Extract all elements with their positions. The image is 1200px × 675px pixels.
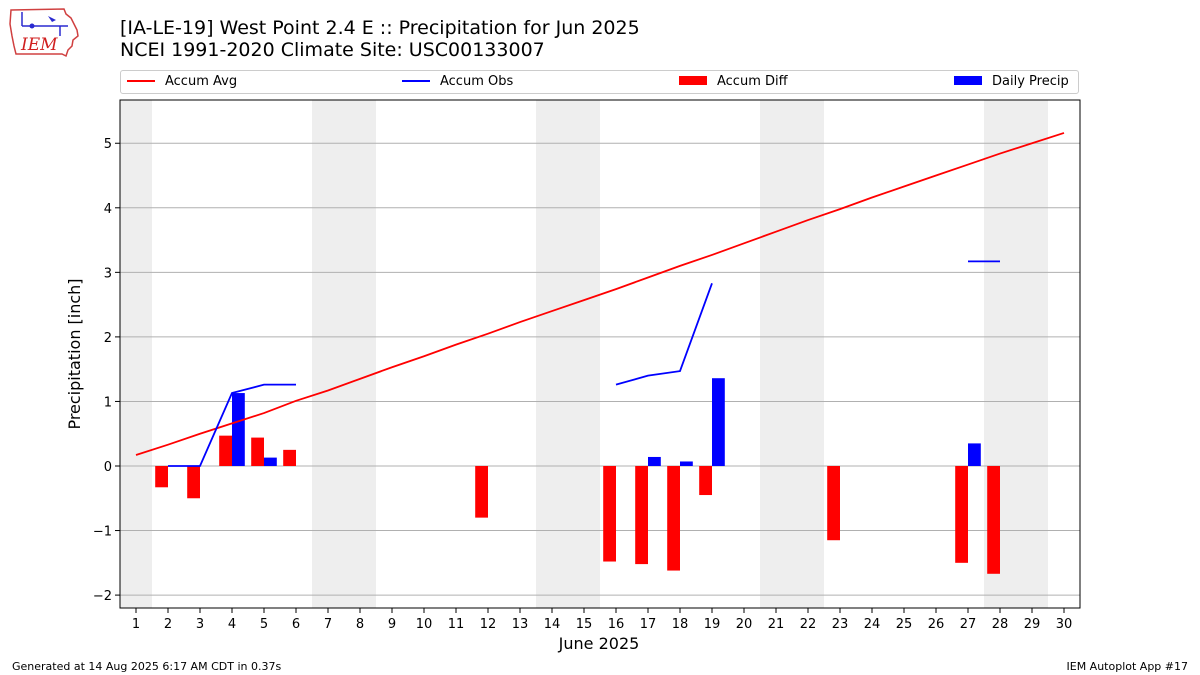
x-tick-label: 26: [928, 617, 945, 632]
legend-swatch-daily-precip: [954, 76, 982, 85]
x-tick-label: 23: [832, 617, 849, 632]
accum-diff-bar: [987, 465, 1000, 574]
chart-title: [IA-LE-19] West Point 2.4 E :: Precipita…: [120, 17, 640, 39]
accum-diff-bar: [155, 465, 168, 488]
x-tick-label: 11: [448, 617, 465, 632]
y-tick-label: 1: [104, 395, 112, 410]
x-tick-label: 10: [416, 617, 433, 632]
accum-diff-bar: [955, 465, 968, 563]
y-tick-label: 5: [104, 137, 112, 152]
y-tick-label: 2: [104, 331, 112, 346]
accum-diff-bar: [635, 465, 648, 565]
accum-avg-line: [135, 132, 1065, 456]
x-tick-label: 24: [864, 617, 881, 632]
logo-text: IEM: [20, 35, 58, 55]
footer-generated-text: Generated at 14 Aug 2025 6:17 AM CDT in …: [12, 660, 282, 673]
daily-precip-bar: [712, 378, 725, 466]
x-tick-label: 14: [544, 617, 561, 632]
accum-diff-bar: [667, 465, 680, 571]
x-tick-label: 15: [576, 617, 593, 632]
y-tick-label: 0: [104, 460, 112, 475]
x-tick-label: 3: [196, 617, 204, 632]
weekend-shade-3: [760, 100, 824, 608]
chart-subtitle: NCEI 1991-2020 Climate Site: USC00133007: [120, 39, 545, 61]
x-tick-label: 28: [992, 617, 1009, 632]
legend: Accum Avg Accum Obs Accum Diff Daily Pre…: [120, 70, 1079, 94]
x-tick-label: 2: [164, 617, 172, 632]
x-tick-label: 21: [768, 617, 785, 632]
x-tick-label: 30: [1056, 617, 1073, 632]
x-tick-label: 7: [324, 617, 332, 632]
legend-label-accum-diff: Accum Diff: [717, 74, 788, 89]
daily-precip-bar: [264, 457, 277, 466]
x-tick-label: 6: [292, 617, 300, 632]
daily-precip-bar: [648, 456, 661, 466]
accum-diff-bar: [603, 465, 616, 562]
y-tick-label: −1: [93, 525, 112, 540]
x-tick-label: 25: [896, 617, 913, 632]
weekend-shade-0: [120, 100, 152, 608]
x-tick-label: 12: [480, 617, 497, 632]
accum-obs-line: [168, 383, 296, 467]
daily-precip-bar: [968, 443, 981, 466]
y-tick-label: 3: [104, 266, 112, 281]
x-axis-label: June 2025: [558, 634, 640, 653]
weekend-shade-1: [312, 100, 376, 608]
y-tick-label: 4: [104, 202, 112, 217]
legend-swatch-accum-obs: [402, 79, 430, 82]
x-tick-label: 9: [388, 617, 396, 632]
accum-diff-bar: [827, 465, 840, 541]
accum-obs-line: [615, 283, 713, 386]
legend-item-daily-precip: Daily Precip: [954, 74, 1069, 92]
legend-label-daily-precip: Daily Precip: [992, 74, 1069, 89]
x-tick-label: 22: [800, 617, 817, 632]
legend-item-accum-obs: Accum Obs: [402, 74, 513, 92]
x-tick-label: 20: [736, 617, 753, 632]
x-tick-label: 18: [672, 617, 689, 632]
weekend-shade-2: [536, 100, 600, 608]
x-tick-label: 29: [1024, 617, 1041, 632]
y-tick-label: −2: [93, 589, 112, 604]
legend-item-accum-avg: Accum Avg: [127, 74, 237, 92]
x-tick-label: 5: [260, 617, 268, 632]
accum-diff-bar: [283, 449, 296, 466]
accum-diff-bar: [219, 435, 232, 466]
legend-label-accum-avg: Accum Avg: [165, 74, 238, 89]
accum-diff-bar: [187, 465, 200, 499]
plot-frame: [119, 99, 1081, 609]
y-axis-label: Precipitation [inch]: [65, 278, 84, 429]
iem-logo: IEM: [9, 8, 79, 58]
legend-swatch-accum-avg: [127, 79, 155, 82]
footer-app-label: IEM Autoplot App #17: [1066, 660, 1189, 673]
daily-precip-bar: [232, 393, 245, 466]
x-tick-label: 16: [608, 617, 625, 632]
legend-label-accum-obs: Accum Obs: [440, 74, 514, 89]
accum-diff-bar: [699, 465, 712, 496]
legend-item-accum-diff: Accum Diff: [679, 74, 788, 92]
x-tick-label: 8: [356, 617, 364, 632]
accum-diff-bar: [251, 437, 264, 466]
iowa-outline: [9, 8, 79, 58]
accum-diff-bar: [475, 465, 488, 518]
x-tick-label: 4: [228, 617, 236, 632]
daily-precip-bar: [680, 461, 693, 466]
x-tick-label: 17: [640, 617, 657, 632]
x-tick-label: 1: [132, 617, 140, 632]
x-tick-label: 27: [960, 617, 977, 632]
x-tick-label: 13: [512, 617, 529, 632]
legend-swatch-accum-diff: [679, 76, 707, 85]
x-tick-label: 19: [704, 617, 721, 632]
